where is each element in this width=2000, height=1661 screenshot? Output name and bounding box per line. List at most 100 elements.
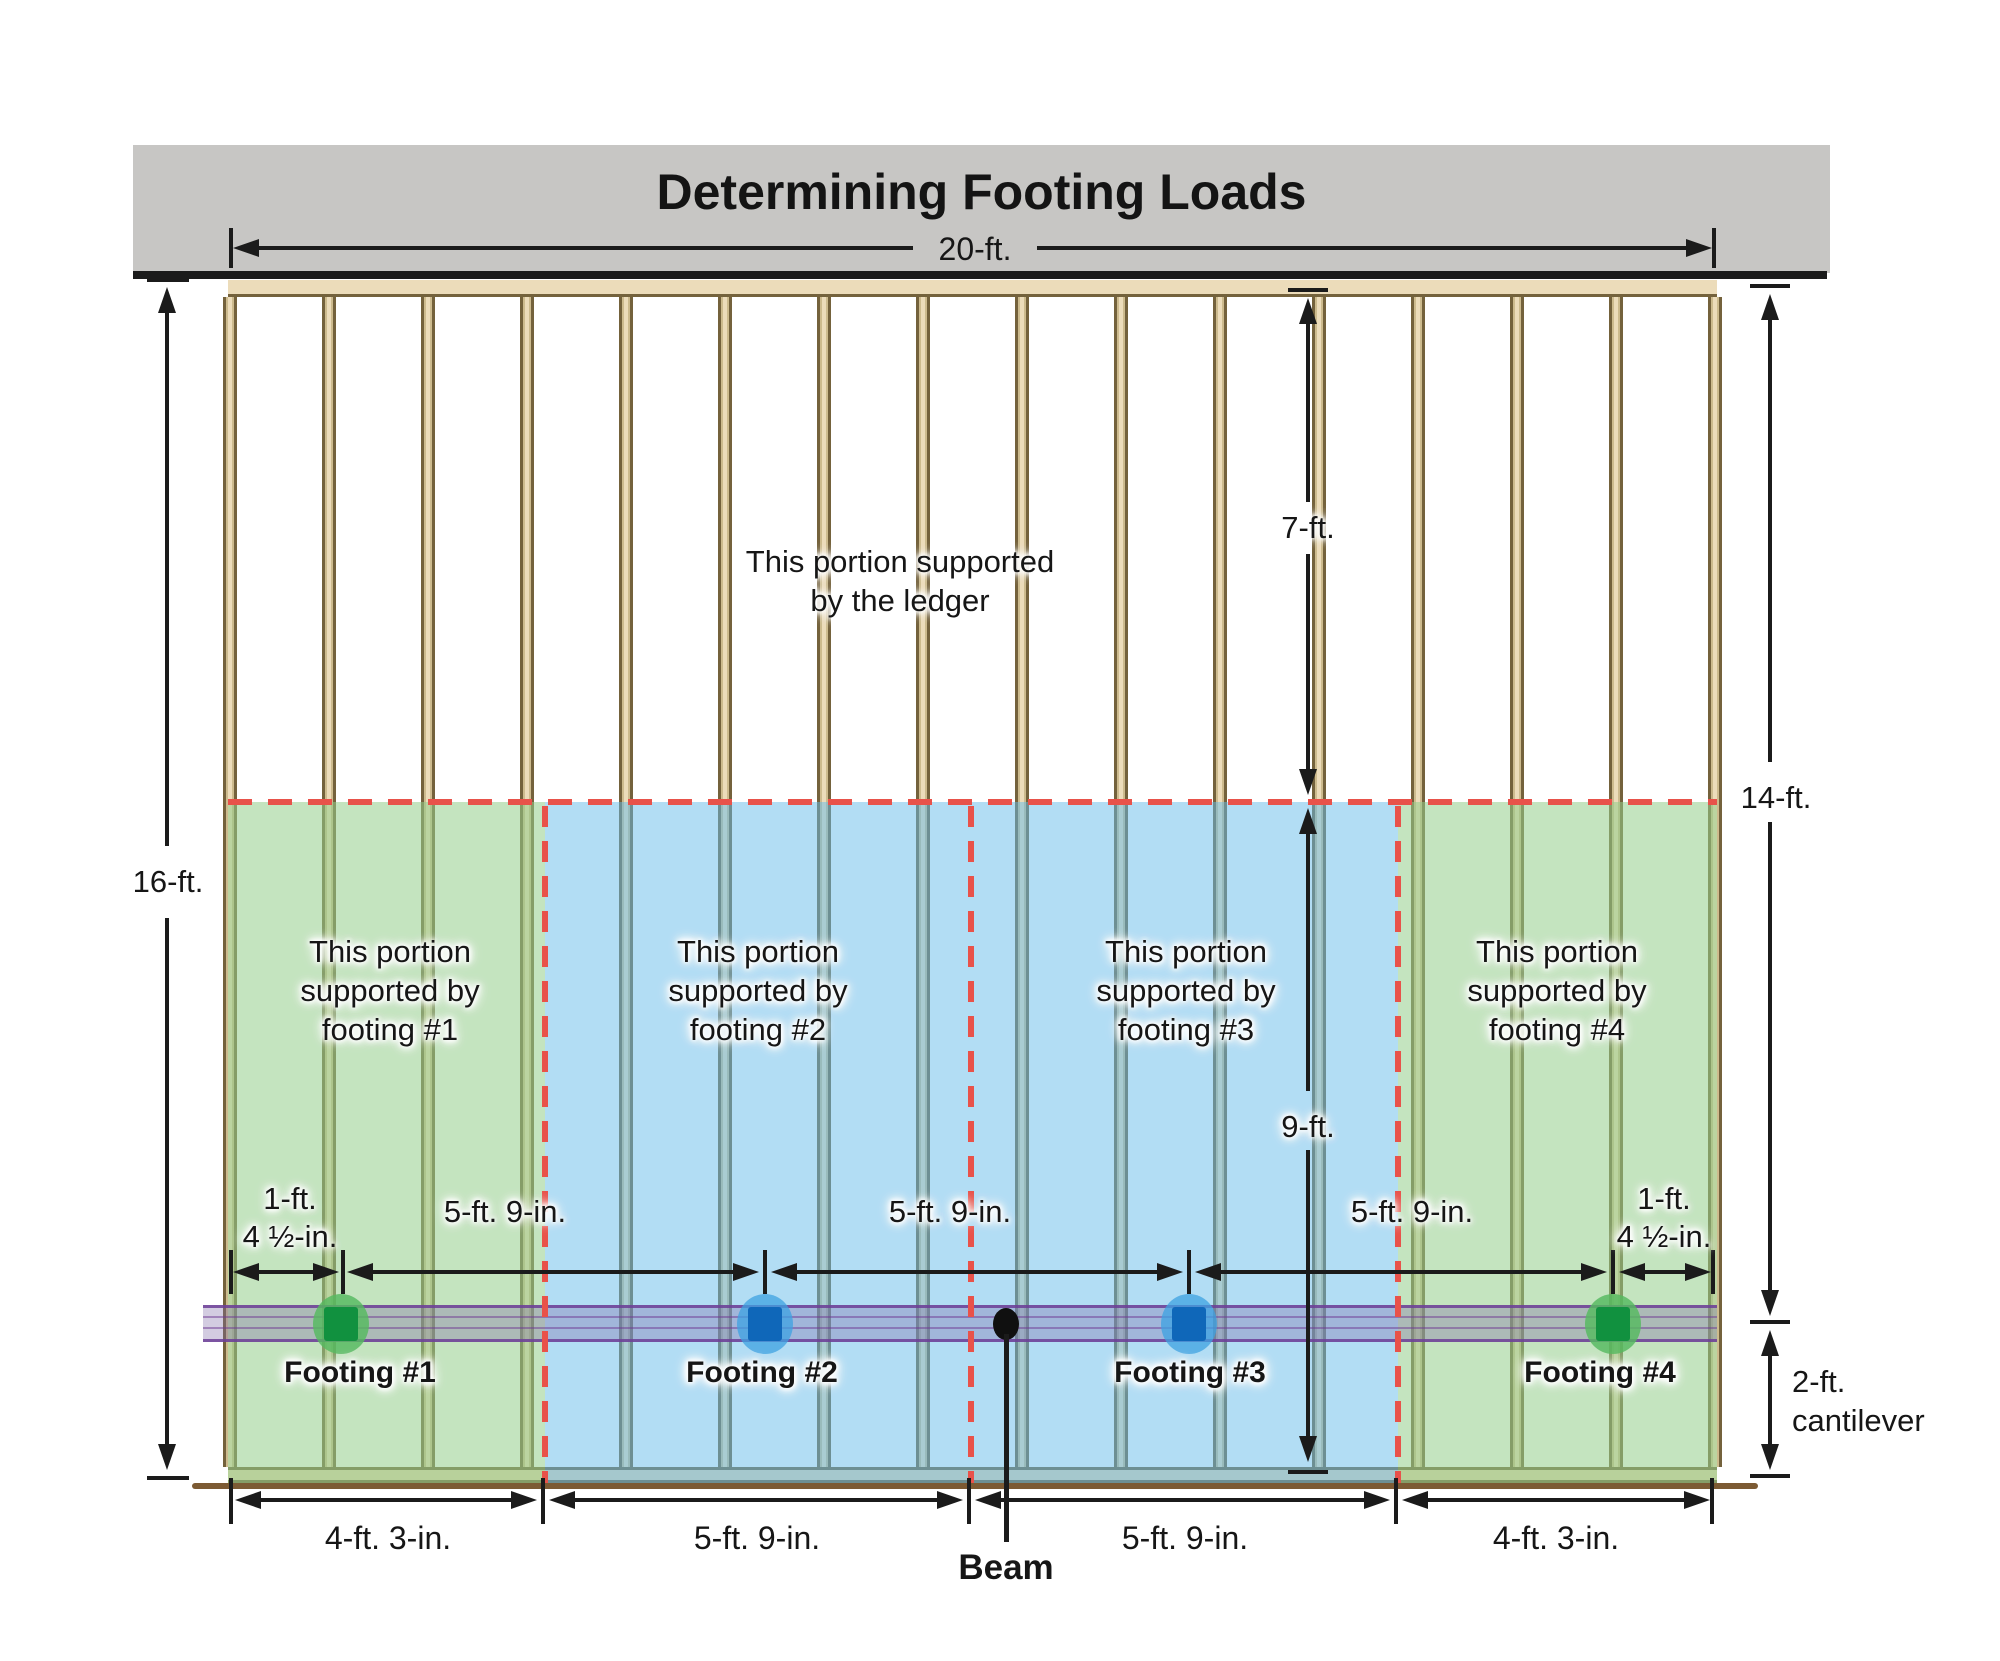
- dimension-arrowhead: [1157, 1263, 1183, 1281]
- dimension-arrowhead: [1195, 1263, 1221, 1281]
- footing-3-label: Footing #3: [1114, 1356, 1266, 1389]
- dim-16ft-label: 16-ft.: [132, 864, 204, 899]
- dimension-tick: [541, 1478, 545, 1524]
- dimension-tick: [1288, 1470, 1328, 1474]
- zone-4-note-line2: supported by: [1467, 973, 1647, 1008]
- dim-left-offset-line2: 4 ½-in.: [242, 1219, 338, 1254]
- dimension-arrowhead: [1761, 1444, 1779, 1470]
- footing-3-post: [1172, 1307, 1206, 1341]
- zone-1-note-line2: supported by: [300, 973, 480, 1008]
- dim-20ft-label: 20-ft.: [938, 231, 1012, 267]
- dimension-line: [1306, 316, 1310, 502]
- ledger-note-line1: This portion supported: [745, 544, 1055, 579]
- dimension-tick: [1611, 1250, 1615, 1294]
- dimension-arrowhead: [1299, 298, 1317, 324]
- dimension-line: [1037, 246, 1692, 250]
- dimension-tick: [229, 1478, 233, 1524]
- dimension-arrowhead: [235, 1491, 261, 1509]
- zone-1-note-line1: This portion: [309, 934, 471, 969]
- dimension-line: [1420, 1498, 1688, 1502]
- dimension-line: [1637, 1270, 1689, 1274]
- dimension-arrowhead: [158, 287, 176, 313]
- dimension-line: [1213, 1270, 1589, 1274]
- dimension-tick: [1394, 1478, 1398, 1524]
- zone-3-note-line2: supported by: [1096, 973, 1276, 1008]
- dim-right-offset-line1: 1-ft.: [1637, 1181, 1691, 1216]
- zone-2-note-line2: supported by: [668, 973, 848, 1008]
- dimension-tick: [1750, 1474, 1790, 1478]
- dim-cantilever-label: 2-ft. cantilever: [1792, 1362, 1925, 1440]
- dimension-tick: [1187, 1250, 1191, 1294]
- dim-right-offset-line2: 4 ½-in.: [1616, 1219, 1712, 1254]
- dimension-arrowhead: [1581, 1263, 1607, 1281]
- zone-4-note-line1: This portion: [1476, 934, 1638, 969]
- beam-leader-line: [1004, 1334, 1009, 1542]
- footing-1-marker: [313, 1294, 369, 1354]
- dimension-tick: [1750, 1320, 1790, 1324]
- zone-footing-1: [228, 802, 545, 1483]
- ledger-note-line2: by the ledger: [810, 583, 990, 618]
- dimension-arrowhead: [975, 1491, 1001, 1509]
- dim-right-offset-label: 1-ft. 4 ½-in.: [1617, 1180, 1712, 1256]
- ground-line: [192, 1483, 1758, 1489]
- dimension-tick: [1710, 1478, 1714, 1524]
- load-split-line-2: [968, 806, 974, 1483]
- dimension-tick: [1711, 1250, 1715, 1294]
- dimension-line: [253, 1270, 317, 1274]
- footing-4-label: Footing #4: [1524, 1356, 1676, 1389]
- dimension-line: [567, 1498, 945, 1502]
- zone-2-note: This portion supported by footing #2: [668, 932, 847, 1049]
- dimension-arrowhead: [1684, 1491, 1710, 1509]
- diagram-title: Determining Footing Loads: [656, 164, 1307, 220]
- dimension-tick: [147, 1476, 189, 1480]
- dimension-tick: [967, 1478, 971, 1524]
- dimension-line: [365, 1270, 741, 1274]
- dimension-line: [1306, 554, 1310, 779]
- dimension-tick: [147, 278, 189, 282]
- dimension-tick: [341, 1250, 345, 1294]
- load-split-line-3: [1395, 806, 1401, 1483]
- zone-3-note-line3: footing #3: [1117, 1012, 1255, 1047]
- dimension-line: [1768, 312, 1772, 762]
- dimension-line: [165, 918, 169, 1450]
- dim-9ft-label: 9-ft.: [1281, 1109, 1335, 1144]
- dim-spacing-2-label: 5-ft. 9-in.: [888, 1194, 1012, 1229]
- zone-3-note: This portion supported by footing #3: [1096, 932, 1275, 1049]
- zone-2-note-line3: footing #2: [689, 1012, 827, 1047]
- footing-2-label: Footing #2: [686, 1356, 838, 1389]
- dimension-arrowhead: [313, 1263, 339, 1281]
- dimension-line: [1306, 826, 1310, 1091]
- dimension-arrowhead: [158, 1444, 176, 1470]
- dim-left-offset-line1: 1-ft.: [263, 1181, 317, 1216]
- dimension-arrowhead: [347, 1263, 373, 1281]
- title-bar: Determining Footing Loads: [133, 145, 1830, 273]
- zone-4-note: This portion supported by footing #4: [1467, 932, 1646, 1049]
- dim-cantilever-line1: 2-ft.: [1792, 1364, 1846, 1399]
- dimension-arrowhead: [233, 239, 259, 257]
- dimension-arrowhead: [1761, 1330, 1779, 1356]
- beam-label: Beam: [958, 1548, 1054, 1587]
- beam-grain-line: [203, 1316, 1717, 1318]
- dimension-line: [1768, 822, 1772, 1296]
- footing-1-post: [324, 1307, 358, 1341]
- dimension-arrowhead: [1299, 808, 1317, 834]
- dim-left-offset-label: 1-ft. 4 ½-in.: [243, 1180, 338, 1256]
- dimension-tick: [1712, 228, 1716, 268]
- dimension-arrowhead: [511, 1491, 537, 1509]
- dimension-arrowhead: [549, 1491, 575, 1509]
- ledger-note: This portion supported by the ledger: [746, 542, 1054, 620]
- ledger-top-edge: [133, 271, 1827, 279]
- dimension-arrowhead: [1364, 1491, 1390, 1509]
- ledger-board: [228, 280, 1717, 297]
- dimension-arrowhead: [1619, 1263, 1645, 1281]
- zone-1-note-line3: footing #1: [321, 1012, 459, 1047]
- zone-4-note-line3: footing #4: [1488, 1012, 1626, 1047]
- dimension-tick: [1288, 288, 1328, 292]
- dim-bottom-1-label: 4-ft. 3-in.: [324, 1520, 452, 1556]
- footing-4-post: [1596, 1307, 1630, 1341]
- dim-7ft-label: 7-ft.: [1281, 510, 1335, 545]
- dimension-tick: [763, 1250, 767, 1294]
- dimension-arrowhead: [1402, 1491, 1428, 1509]
- dimension-arrowhead: [733, 1263, 759, 1281]
